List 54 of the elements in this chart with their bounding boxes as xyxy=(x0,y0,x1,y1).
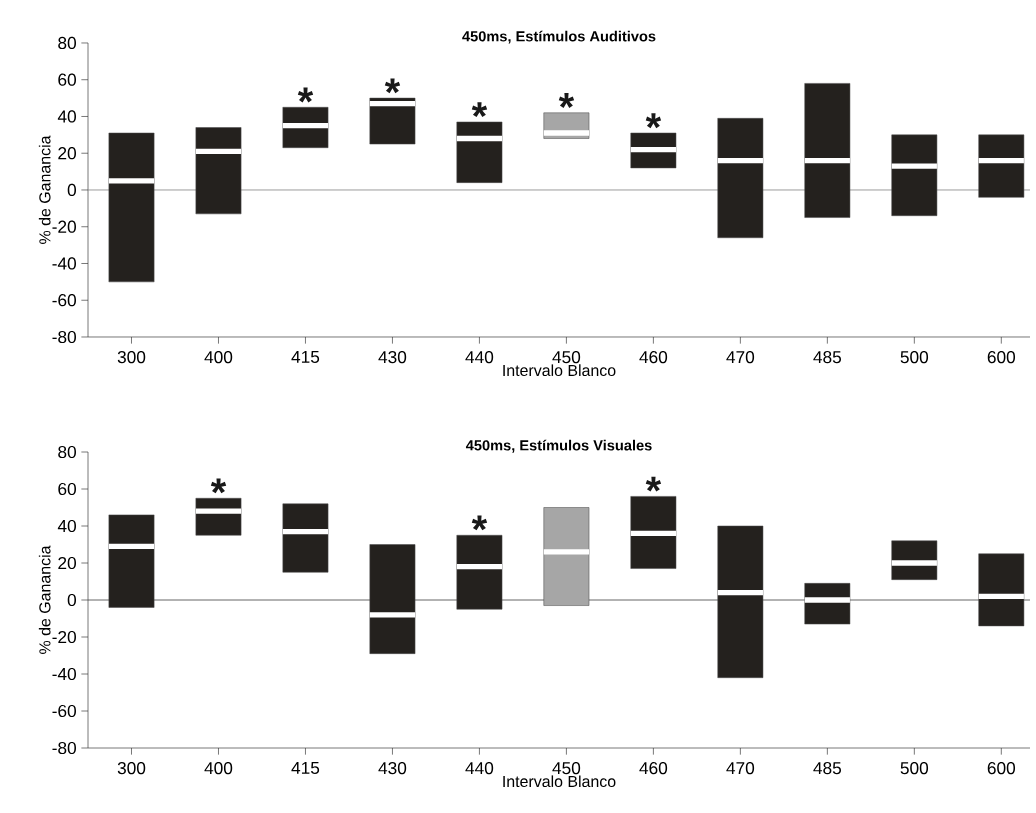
x-tick-label: 430 xyxy=(378,350,407,364)
y-tick-label: 80 xyxy=(58,445,76,459)
y-tick-label: -20 xyxy=(52,630,76,644)
y-tick-label: -40 xyxy=(52,667,76,681)
x-tick-label: 400 xyxy=(204,761,233,775)
x-tick-label: 400 xyxy=(204,350,233,364)
y-tick-label: -60 xyxy=(52,704,76,718)
y-axis-title: % de Ganancia xyxy=(38,545,51,654)
y-tick-label: 80 xyxy=(58,36,76,50)
annotation: * xyxy=(645,476,662,492)
y-tick-label: -80 xyxy=(52,741,76,755)
annotation: * xyxy=(384,78,401,94)
annotation: * xyxy=(645,113,662,129)
x-tick-label: 600 xyxy=(987,761,1016,775)
x-tick-label: 460 xyxy=(639,350,668,364)
x-tick-label: 485 xyxy=(813,761,842,775)
y-tick-label: -80 xyxy=(52,330,76,344)
x-tick-label: 415 xyxy=(291,350,320,364)
x-tick-label: 300 xyxy=(117,350,146,364)
annotation: * xyxy=(558,93,575,108)
x-tick-label: 500 xyxy=(900,350,929,364)
x-tick-label: 485 xyxy=(813,350,842,364)
x-tick-label: 470 xyxy=(726,350,755,364)
x-axis-title: Intervalo Blanco xyxy=(503,364,616,377)
y-tick-label: 40 xyxy=(57,110,76,123)
x-tick-label: 415 xyxy=(291,762,320,775)
annotation: * xyxy=(471,102,488,118)
y-tick-label: 20 xyxy=(58,147,76,160)
x-tick-label: 450 xyxy=(552,761,581,775)
annotation: * xyxy=(210,478,227,494)
chart-title: 450ms, Estímulos Visuales xyxy=(465,439,652,453)
y-tick-label: 0 xyxy=(67,183,76,197)
x-tick-label: 430 xyxy=(378,761,407,775)
y-tick-label: 20 xyxy=(58,556,76,570)
x-axis-title: Intervalo Blanco xyxy=(503,775,616,788)
annotation: * xyxy=(297,87,314,103)
annotation: * xyxy=(471,515,488,531)
x-tick-label: 460 xyxy=(639,761,668,775)
chart-title: 450ms, Estímulos Auditivos xyxy=(462,30,656,44)
x-tick-label: 470 xyxy=(726,761,755,775)
y-tick-label: 60 xyxy=(58,482,76,496)
y-tick-label: 40 xyxy=(57,519,76,533)
y-axis-title: % de Ganancia xyxy=(38,135,51,244)
y-tick-label: 0 xyxy=(67,593,76,607)
y-tick-label: -20 xyxy=(52,220,76,233)
x-tick-label: 440 xyxy=(465,761,494,775)
y-tick-label: -40 xyxy=(52,257,76,270)
x-tick-label: 500 xyxy=(900,761,929,775)
x-tick-label: 300 xyxy=(117,761,146,775)
x-tick-label: 450 xyxy=(552,350,581,364)
y-tick-label: 60 xyxy=(58,73,76,86)
x-tick-label: 440 xyxy=(465,350,494,364)
x-tick-label: 600 xyxy=(987,350,1016,364)
y-tick-label: -60 xyxy=(52,294,76,307)
